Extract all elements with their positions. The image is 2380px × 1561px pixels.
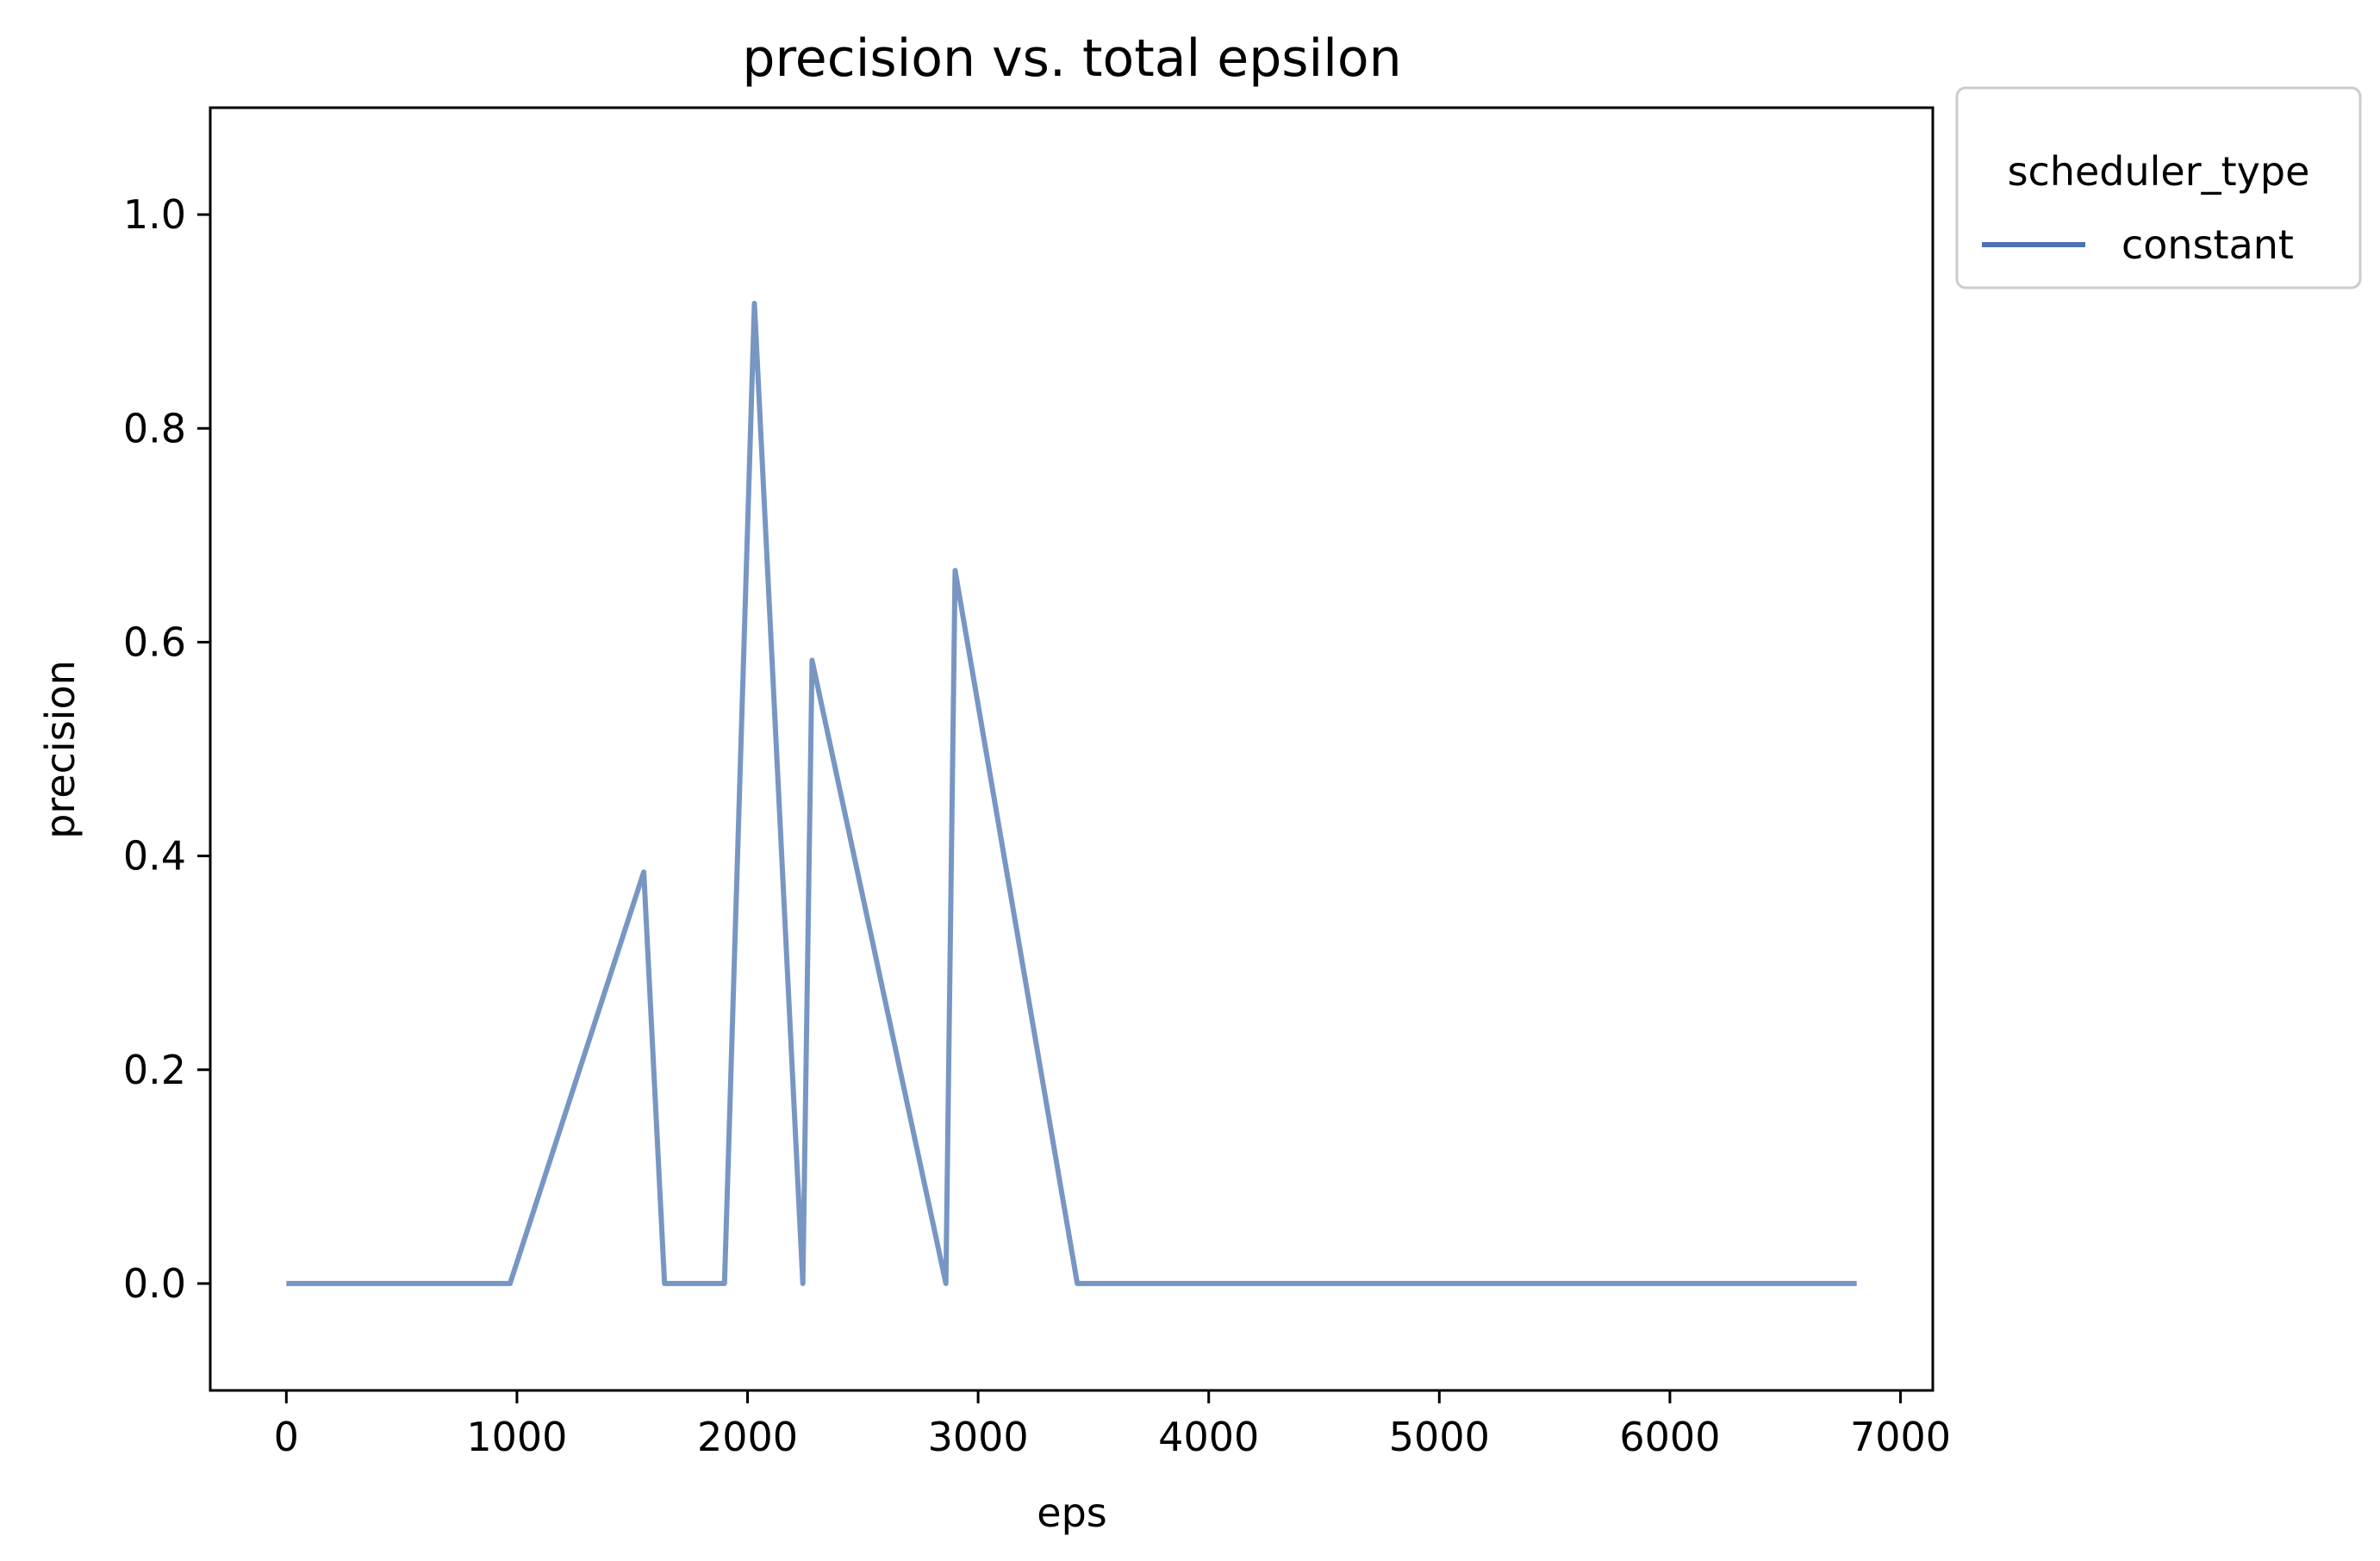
- legend: scheduler_type constant: [1955, 86, 2362, 289]
- x-tick-label: 6000: [1619, 1414, 1720, 1460]
- y-axis-label: precision: [37, 660, 84, 839]
- legend-box: [1955, 86, 2362, 289]
- x-tick-label: 2000: [697, 1414, 798, 1460]
- x-tick-label: 1000: [466, 1414, 567, 1460]
- y-tick-label: 0.0: [123, 1260, 186, 1307]
- legend-entry-constant: constant: [2121, 221, 2294, 268]
- y-tick-label: 0.6: [123, 619, 186, 665]
- x-tick-label: 3000: [928, 1414, 1029, 1460]
- y-tick-label: 0.4: [123, 833, 186, 880]
- y-tick-label: 1.0: [123, 191, 186, 238]
- series-layer: [286, 301, 1857, 1286]
- x-tick-label: 4000: [1158, 1414, 1259, 1460]
- y-axis: 0.0 0.2 0.4 0.6 0.8 1.0: [123, 191, 210, 1307]
- x-tick-label: 0: [274, 1414, 299, 1460]
- chart-title: precision vs. total epsilon: [742, 28, 1401, 89]
- x-tick-label: 5000: [1389, 1414, 1490, 1460]
- plot-area: [209, 106, 1935, 1392]
- series-line-constant: [286, 301, 1857, 1286]
- legend-title: scheduler_type: [2008, 148, 2310, 195]
- y-tick-label: 0.2: [123, 1047, 186, 1093]
- x-axis-label: eps: [1037, 1489, 1106, 1536]
- x-tick-label: 7000: [1850, 1414, 1951, 1460]
- x-axis: 0 1000 2000 3000 4000 5000 6000 7000: [274, 1390, 1951, 1460]
- y-tick-label: 0.8: [123, 405, 186, 451]
